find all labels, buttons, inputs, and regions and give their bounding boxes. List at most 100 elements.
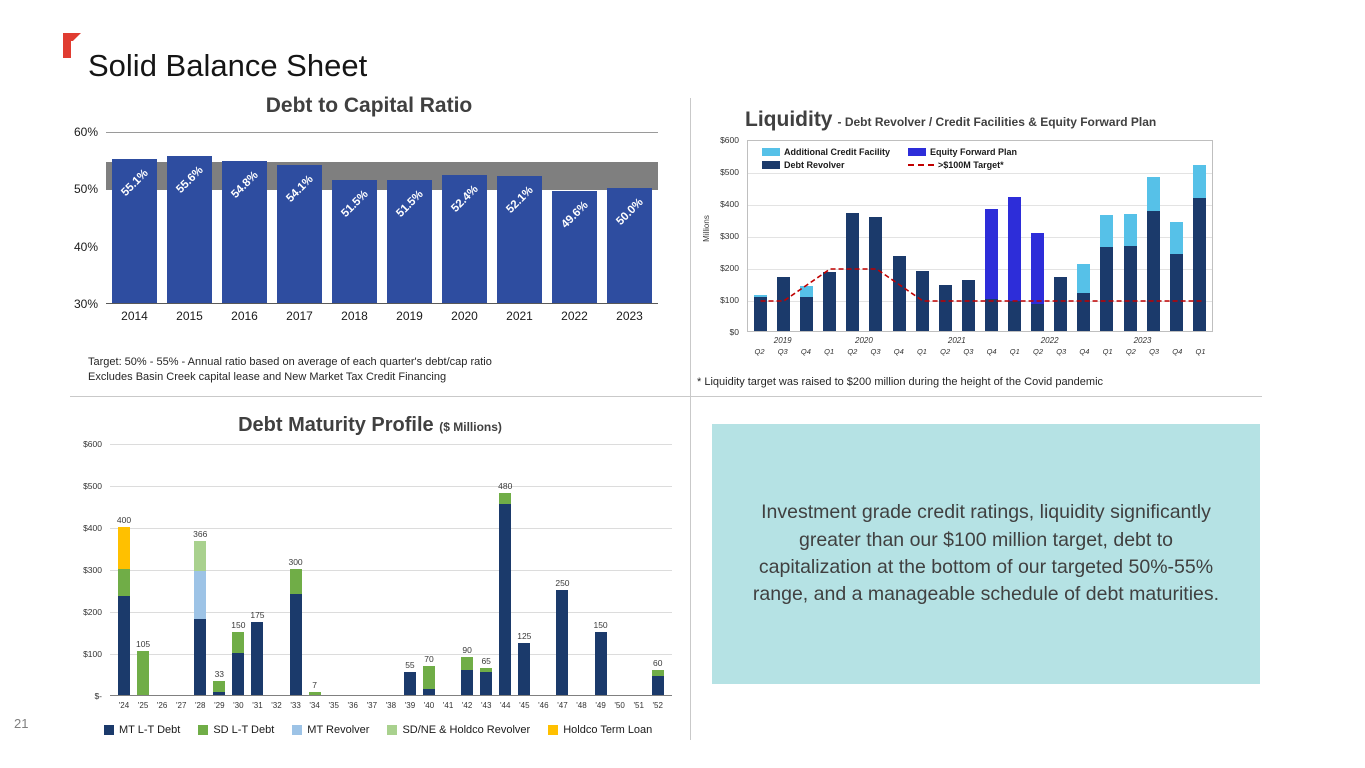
gridline (110, 486, 672, 487)
axis-cell: '51 (633, 701, 645, 713)
bar-segment (1100, 215, 1114, 248)
chart-legend: MT L-T Debt SD L-T Debt MT Revolver SD/NE &… (104, 724, 652, 736)
bar-segment (1123, 214, 1137, 247)
axis-tick: Q1 (1009, 347, 1020, 356)
axis-tick: Q3 (777, 347, 788, 356)
bar-segment (915, 270, 929, 331)
axis-tick: '30 (233, 701, 244, 710)
axis-tick: '29 (214, 701, 225, 710)
bar: 54.8% (222, 160, 267, 303)
bar: 70 (423, 444, 435, 695)
bar-segment (251, 621, 264, 695)
bar-segment (289, 594, 302, 695)
bar: 90 (461, 444, 474, 695)
bar-value-label: 60 (653, 657, 663, 668)
bar: 55.6% (167, 156, 212, 303)
axis-tick: '45 (519, 701, 530, 710)
bar (614, 444, 626, 695)
legend-label: Equity Forward Plan (930, 147, 1018, 157)
axis-cell: '28 (194, 701, 206, 713)
axis-tick: 30% (73, 297, 98, 311)
axis-tick: $500 (720, 167, 739, 177)
axis-cell: '40 (423, 701, 435, 713)
bar-segment (1146, 211, 1160, 331)
legend-swatch (762, 161, 780, 169)
bar: 150 (593, 444, 608, 695)
plot-area: Additional Credit Facility Equity Forward… (747, 140, 1213, 332)
bar-segment (1100, 247, 1114, 331)
axis-tick: Q4 (893, 347, 904, 356)
bar-stack (251, 621, 264, 695)
axis-tick: $300 (720, 231, 739, 241)
bar-label: 51.5% (338, 187, 371, 220)
axis-cell: '32 (271, 701, 283, 713)
bar (1169, 222, 1183, 331)
bar-label: 55.6% (173, 164, 206, 197)
axis-cell: '48 (576, 701, 588, 713)
bar-label: 54.1% (283, 173, 316, 205)
page-title: Solid Balance Sheet (88, 48, 368, 83)
bar-segment (984, 209, 998, 299)
bar-value-label: 70 (424, 653, 434, 664)
axis-tick: '32 (271, 701, 282, 710)
x-axis: '24 '25 '26 '27 '28 '29 '30 '31 '32 '33 '34 '35 '36 '… (110, 701, 672, 713)
axis-tick: $600 (83, 439, 102, 449)
bar-segment (754, 297, 767, 331)
axis-tick: 2023 (616, 309, 643, 323)
bar-stack (194, 541, 207, 695)
bar-segment (1054, 276, 1068, 331)
axis-tick: $0 (729, 327, 739, 337)
axis-tick: '39 (404, 701, 416, 710)
axis-cell: '33 (290, 701, 302, 713)
axis-tick: '36 (347, 701, 358, 710)
bar-segment (892, 256, 906, 331)
axis-cell: '24 (118, 701, 130, 713)
bar: 300 (288, 444, 303, 695)
axis-tick: '41 (442, 701, 454, 710)
gridline (748, 205, 1212, 206)
x-axis-quarters: Q2 Q3 Q4 Q1 Q2 Q3 Q4 Q1 Q2 Q3 Q4 Q1 Q2 Q3 Q4 Q1 Q2 Q3 Q4 Q1 (747, 347, 1213, 357)
horizontal-divider (70, 396, 1262, 397)
legend-label: Additional Credit Facility (784, 147, 891, 157)
bar-value-label: 105 (135, 638, 151, 649)
axis-tick: Q3 (1056, 347, 1067, 356)
bar-value-label: 400 (116, 515, 132, 525)
axis-cell: '26 (156, 701, 168, 713)
axis-cell: '37 (366, 701, 378, 713)
axis-cell: '27 (175, 701, 187, 713)
axis-tick: 2019 (396, 309, 423, 323)
bar-segment (118, 569, 130, 597)
axis-tick: '34 (309, 701, 320, 710)
bar: 65 (480, 444, 493, 695)
axis-tick: 2020 (451, 309, 478, 323)
axis-cell: '36 (347, 701, 359, 713)
chart-title-main: Liquidity (745, 108, 833, 131)
axis-cell: '46 (537, 701, 549, 713)
axis-cell: '38 (385, 701, 397, 713)
bar-label: 51.5% (393, 187, 426, 220)
bar-stack (480, 667, 493, 695)
bar: 51.5% (332, 179, 377, 303)
bar (1123, 214, 1137, 331)
axis-tick: 2023 (1133, 336, 1152, 345)
bar (347, 444, 359, 695)
plot-area: 400 105 366 33 150 175 300 7 55 70 90 65 480 125 250 15… (110, 444, 672, 696)
bar-segment (961, 279, 975, 331)
axis-tick: '27 (175, 701, 187, 710)
axis-tick: Q4 (1172, 347, 1183, 356)
gridline (748, 173, 1212, 174)
axis-tick: 2018 (341, 309, 368, 323)
bar-segment (1169, 254, 1183, 331)
bar-segment (938, 285, 952, 331)
bar (869, 217, 883, 331)
debt-to-capital-chart: Debt to Capital Ratio 60% 50% 40% 30% 55.1%… (70, 94, 668, 394)
bar-segment (1031, 233, 1045, 304)
axis-cell: '31 (251, 701, 263, 713)
axis-tick: 2019 (773, 336, 792, 345)
bar-stack (118, 527, 130, 695)
axis-tick: $- (94, 691, 102, 701)
callout: Investment grade credit ratings, liquidi… (712, 424, 1260, 684)
axis-tick: '35 (328, 701, 339, 710)
axis-tick: '48 (576, 701, 587, 710)
